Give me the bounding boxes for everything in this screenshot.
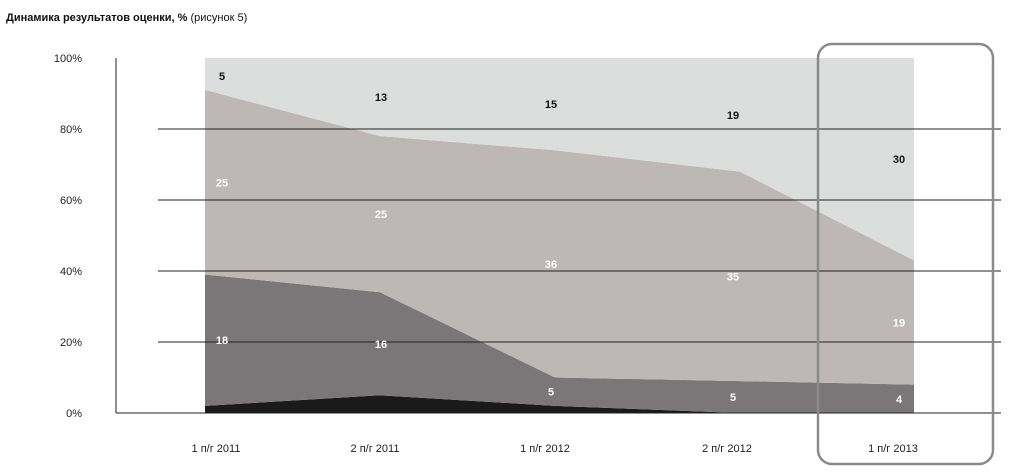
data-label: 15 (545, 99, 557, 111)
y-tick-label: 80% (60, 124, 82, 136)
data-label: 36 (545, 259, 557, 271)
data-label: 18 (216, 335, 228, 347)
y-tick-label: 100% (54, 53, 82, 65)
data-label: 35 (727, 271, 739, 283)
area-series-3 (205, 89, 914, 385)
data-label: 19 (727, 110, 739, 122)
y-tick-label: 40% (60, 266, 82, 278)
chart-title-note: (рисунок 5) (190, 12, 248, 24)
data-label: 25 (216, 177, 228, 189)
x-tick-label: 1 п/г 2013 (868, 443, 918, 455)
y-tick-label: 60% (60, 195, 82, 207)
y-tick-label: 0% (66, 408, 82, 420)
x-tick-label: 2 п/г 2012 (702, 443, 752, 455)
data-label: 4 (896, 394, 903, 406)
x-tick-label: 1 п/г 2011 (192, 443, 241, 455)
data-label: 13 (375, 92, 387, 104)
data-label: 30 (893, 154, 905, 166)
chart-title: Динамика результатов оценки, % (рисунок … (6, 12, 247, 24)
x-tick-label: 1 п/г 2012 (520, 443, 570, 455)
x-tick-label: 2 п/г 2011 (351, 443, 400, 455)
area-series-1 (205, 395, 914, 413)
data-label: 19 (893, 317, 905, 329)
highlight-box (816, 42, 995, 466)
y-tick-label: 20% (60, 337, 82, 349)
data-label: 25 (375, 209, 387, 221)
data-label: 16 (375, 339, 387, 351)
data-label: 5 (730, 392, 736, 404)
data-label: 5 (219, 71, 225, 83)
data-label: 5 (548, 387, 554, 399)
area-series-2 (205, 274, 914, 413)
area-series-4 (205, 58, 914, 261)
chart-title-main: Динамика результатов оценки, % (6, 12, 188, 24)
